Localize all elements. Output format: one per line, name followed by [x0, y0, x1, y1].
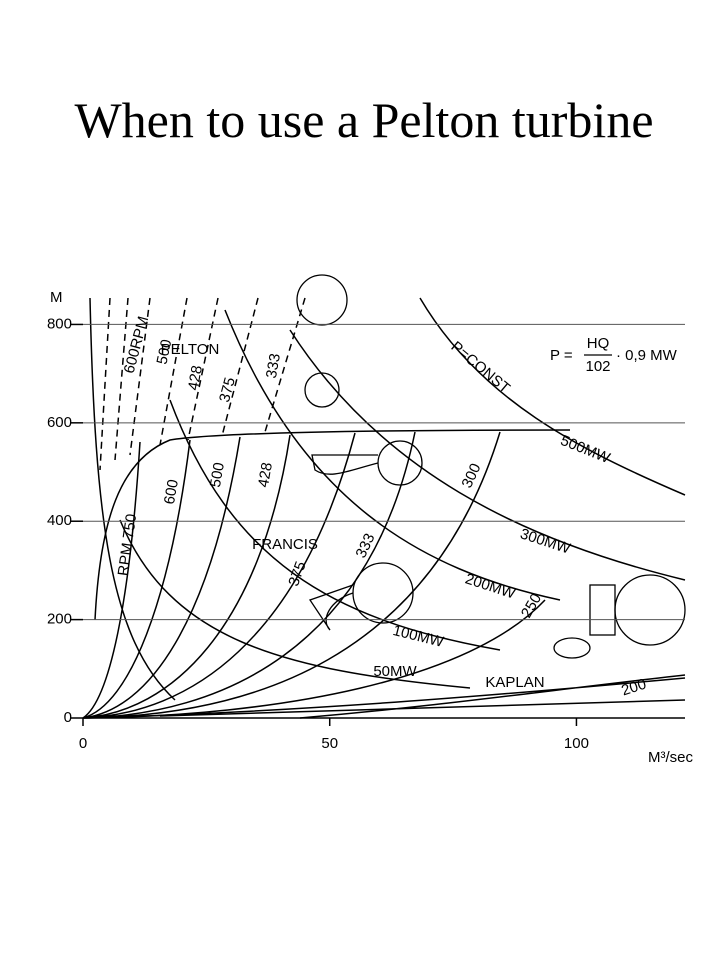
formula: P = HQ 102 · 0,9 MW [550, 335, 678, 375]
x-tick-label: 0 [79, 735, 87, 752]
annotation: KAPLAN [485, 674, 544, 691]
annotation: P=CONST [448, 338, 514, 397]
annotation: 428 [185, 364, 206, 392]
y-tick-label: 400 [47, 512, 72, 529]
x-tick-label: 50 [321, 735, 338, 752]
annotation: 200 [619, 676, 648, 700]
annotation: 428 [255, 461, 276, 489]
y-tick-label: 800 [47, 315, 72, 332]
y-axis-label: M [50, 289, 63, 306]
annotation: 500 [154, 338, 176, 366]
turbine-icons [296, 274, 686, 659]
annotation: 375 [285, 559, 310, 588]
x-axis-label: M³/sec [648, 749, 694, 766]
slide-title: When to use a Pelton turbine [74, 92, 654, 148]
formula-denominator: 102 [585, 358, 610, 375]
annotation: 100MW [391, 622, 446, 651]
formula-numerator: HQ [587, 335, 610, 352]
annotation: 50MW [373, 663, 417, 680]
x-tick-label: 100 [564, 735, 589, 752]
annotation: 200MW [463, 570, 518, 602]
annotation: 500MW [558, 432, 613, 467]
annotation: 375 [216, 376, 239, 405]
formula-rhs: · 0,9 MW [616, 347, 678, 364]
annotation: 333 [263, 352, 284, 380]
curves [82, 297, 686, 719]
annotation: 300MW [518, 525, 573, 557]
y-tick-label: 200 [47, 611, 72, 628]
annotation: 333 [353, 531, 379, 561]
annotation: FRANCIS [252, 536, 318, 553]
annotation: PELTON [161, 341, 220, 358]
annotation: 600 [161, 478, 182, 506]
y-tick-label: 0 [64, 709, 72, 726]
y-tick-label: 600 [47, 414, 72, 431]
annotation: RPM 750 [115, 513, 141, 577]
annotation: 500 [207, 461, 228, 489]
formula-lhs: P = [550, 347, 573, 364]
